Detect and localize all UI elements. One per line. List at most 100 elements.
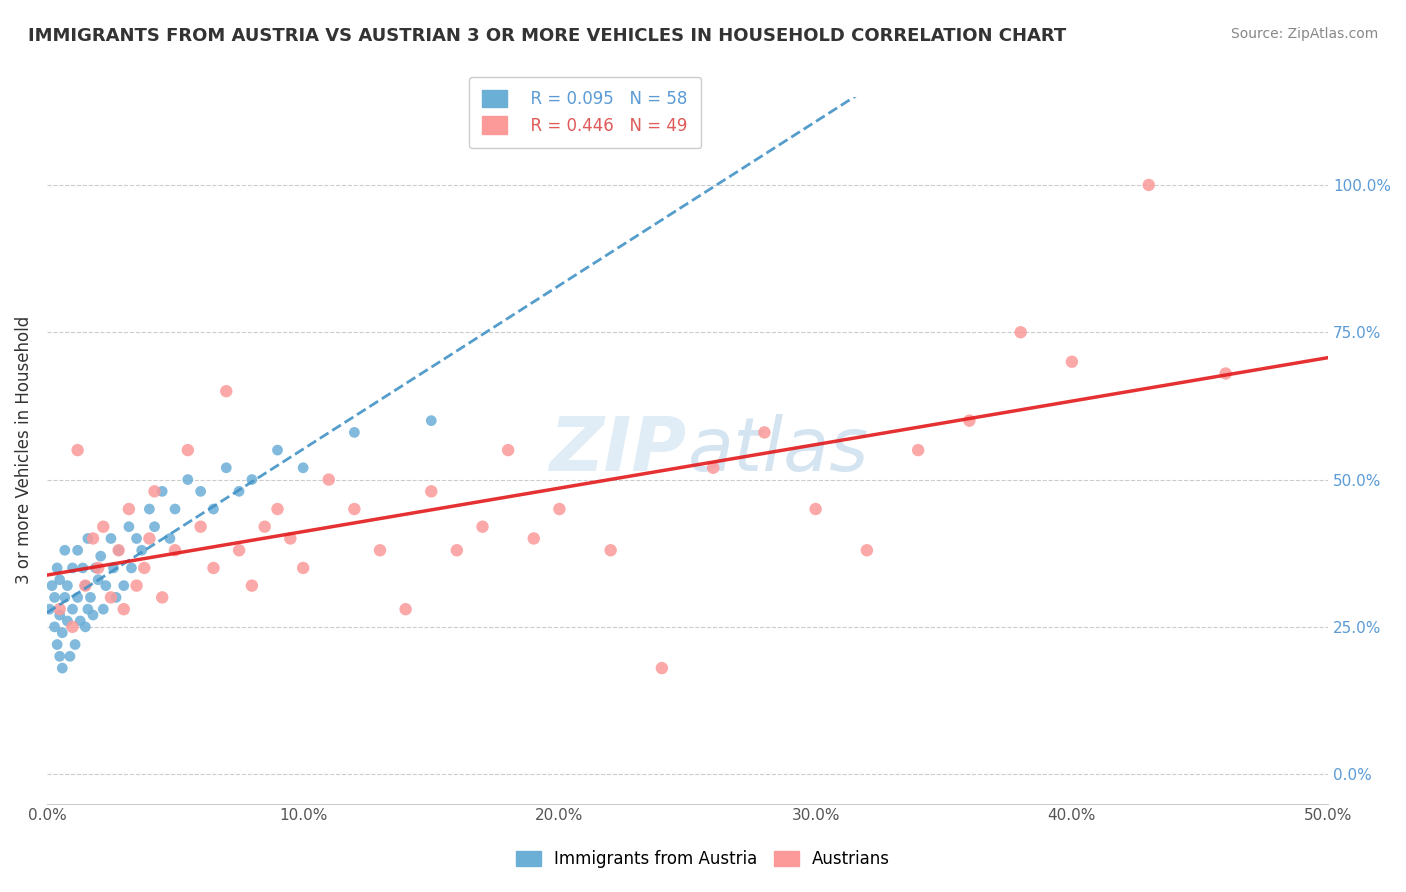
Point bbox=[215, 384, 238, 399]
Point bbox=[368, 543, 391, 558]
Point bbox=[292, 460, 315, 475]
Point bbox=[754, 425, 776, 440]
Point bbox=[91, 602, 114, 616]
Point bbox=[79, 591, 101, 605]
Point bbox=[150, 591, 173, 605]
Point bbox=[131, 543, 153, 558]
Point bbox=[318, 473, 340, 487]
Point bbox=[266, 502, 288, 516]
Point bbox=[599, 543, 621, 558]
Point bbox=[202, 561, 225, 575]
Point bbox=[1137, 178, 1160, 192]
Point bbox=[77, 532, 100, 546]
Text: Source: ZipAtlas.com: Source: ZipAtlas.com bbox=[1230, 27, 1378, 41]
Point bbox=[651, 661, 673, 675]
Point bbox=[77, 602, 100, 616]
Point bbox=[44, 620, 66, 634]
Point bbox=[51, 625, 73, 640]
Point bbox=[48, 649, 70, 664]
Point bbox=[420, 414, 443, 428]
Point bbox=[94, 579, 117, 593]
Point bbox=[72, 561, 94, 575]
Point bbox=[100, 532, 122, 546]
Point bbox=[177, 473, 200, 487]
Point bbox=[44, 591, 66, 605]
Point bbox=[82, 532, 104, 546]
Point bbox=[496, 443, 519, 458]
Point bbox=[523, 532, 546, 546]
Point bbox=[46, 561, 69, 575]
Point bbox=[84, 561, 107, 575]
Point bbox=[134, 561, 156, 575]
Legend: Immigrants from Austria, Austrians: Immigrants from Austria, Austrians bbox=[509, 844, 897, 875]
Point bbox=[120, 561, 142, 575]
Point bbox=[112, 602, 135, 616]
Point bbox=[240, 473, 263, 487]
Point bbox=[48, 573, 70, 587]
Legend:   R = 0.095   N = 58,   R = 0.446   N = 49: R = 0.095 N = 58, R = 0.446 N = 49 bbox=[468, 77, 702, 148]
Point bbox=[702, 460, 724, 475]
Point bbox=[177, 443, 200, 458]
Text: atlas: atlas bbox=[688, 414, 869, 486]
Point bbox=[87, 561, 110, 575]
Point bbox=[1060, 355, 1083, 369]
Point bbox=[100, 591, 122, 605]
Point bbox=[66, 443, 89, 458]
Point bbox=[53, 591, 76, 605]
Point bbox=[46, 638, 69, 652]
Point bbox=[471, 519, 494, 533]
Point bbox=[446, 543, 468, 558]
Point bbox=[292, 561, 315, 575]
Point bbox=[159, 532, 181, 546]
Point bbox=[41, 579, 63, 593]
Text: ZIP: ZIP bbox=[550, 414, 688, 487]
Point bbox=[75, 620, 97, 634]
Point bbox=[202, 502, 225, 516]
Point bbox=[856, 543, 879, 558]
Point bbox=[118, 519, 141, 533]
Point bbox=[163, 502, 186, 516]
Point bbox=[957, 414, 980, 428]
Point bbox=[215, 460, 238, 475]
Point bbox=[190, 484, 212, 499]
Point bbox=[125, 579, 148, 593]
Point bbox=[804, 502, 827, 516]
Point bbox=[143, 519, 166, 533]
Point bbox=[69, 614, 91, 628]
Point bbox=[1215, 367, 1237, 381]
Point bbox=[66, 591, 89, 605]
Point bbox=[87, 573, 110, 587]
Point bbox=[125, 532, 148, 546]
Point bbox=[48, 602, 70, 616]
Point bbox=[253, 519, 276, 533]
Point bbox=[150, 484, 173, 499]
Point bbox=[62, 561, 84, 575]
Point bbox=[75, 579, 97, 593]
Point bbox=[138, 502, 160, 516]
Point bbox=[343, 425, 366, 440]
Point bbox=[112, 579, 135, 593]
Point bbox=[53, 543, 76, 558]
Point bbox=[228, 543, 250, 558]
Point bbox=[138, 532, 160, 546]
Point bbox=[51, 661, 73, 675]
Point bbox=[105, 591, 128, 605]
Point bbox=[278, 532, 301, 546]
Point bbox=[63, 638, 86, 652]
Point bbox=[56, 614, 79, 628]
Point bbox=[90, 549, 112, 563]
Point bbox=[62, 602, 84, 616]
Point bbox=[266, 443, 288, 458]
Point bbox=[548, 502, 571, 516]
Point bbox=[107, 543, 129, 558]
Point bbox=[62, 620, 84, 634]
Point bbox=[118, 502, 141, 516]
Point bbox=[75, 579, 97, 593]
Point bbox=[420, 484, 443, 499]
Point bbox=[107, 543, 129, 558]
Point bbox=[907, 443, 929, 458]
Point bbox=[56, 579, 79, 593]
Point bbox=[395, 602, 418, 616]
Point bbox=[66, 543, 89, 558]
Point bbox=[228, 484, 250, 499]
